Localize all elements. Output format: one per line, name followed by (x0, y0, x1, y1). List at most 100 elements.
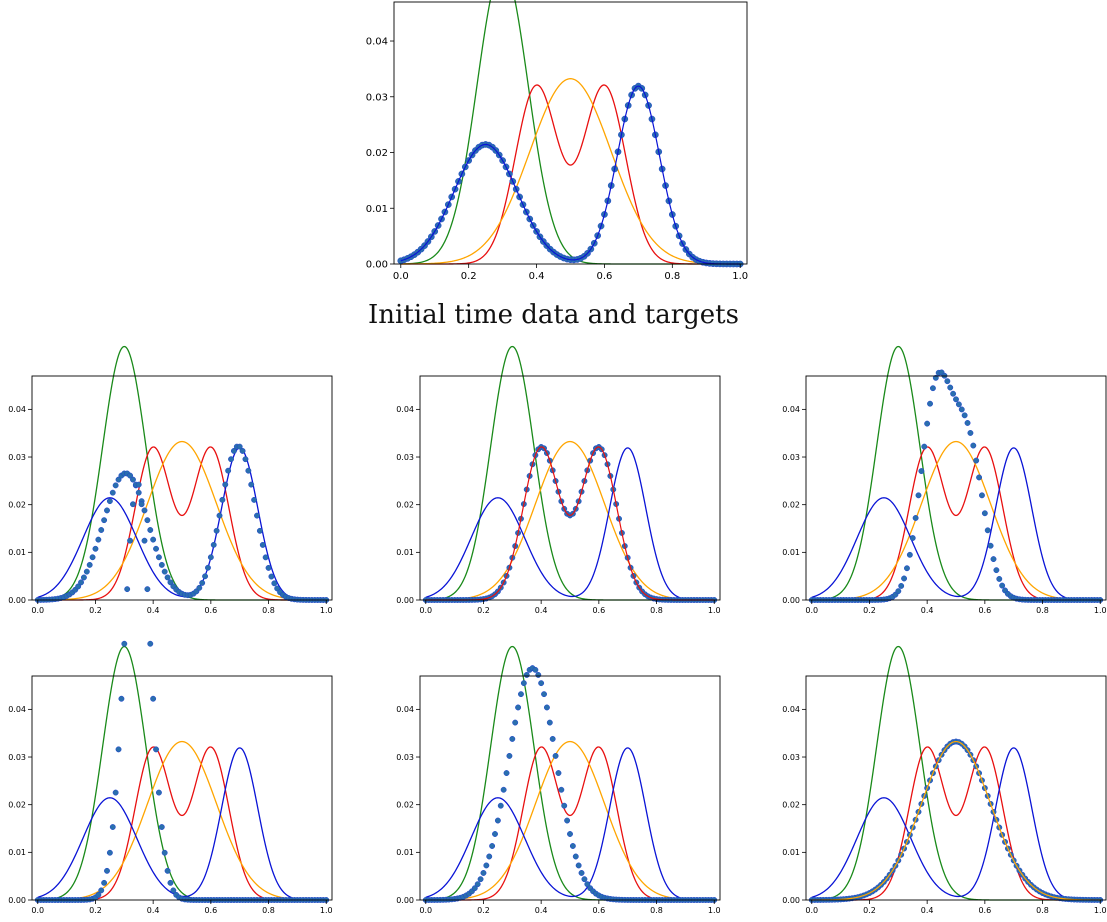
data-point (228, 456, 234, 463)
blue-line (811, 747, 1101, 901)
x-tick-label: 0.6 (978, 906, 991, 915)
data-point (104, 867, 110, 874)
data-point (976, 474, 983, 481)
data-point (979, 492, 985, 499)
x-tick-label: 0.4 (535, 606, 548, 615)
axes-frame (419, 375, 721, 601)
data-point (98, 527, 105, 533)
data-point (222, 481, 229, 488)
data-point (569, 843, 576, 849)
plot-row2-left: 0.0 0.2 0.4 0.6 0.8 1.0 0.00 0.01 0.02 0.03 0.04 (8, 481, 333, 915)
y-tick-label: 0.03 (8, 753, 26, 762)
data-point (483, 862, 490, 869)
data-point (150, 695, 157, 702)
data-point (961, 412, 968, 419)
y-tick-label: 0.01 (396, 848, 414, 857)
x-tick-label: 0.0 (805, 906, 818, 915)
caption: Initial time data and targets (368, 300, 739, 330)
data-point (990, 556, 997, 563)
data-point (509, 735, 516, 742)
x-tick-label: 1.0 (320, 606, 333, 615)
data-point (101, 517, 108, 524)
y-tick-label: 0.00 (8, 596, 26, 605)
data-point (161, 849, 168, 856)
data-point (564, 817, 571, 824)
data-point (144, 517, 151, 524)
blue-overlay-line (400, 85, 741, 265)
y-tick-label: 0.03 (782, 453, 800, 462)
data-point (549, 735, 556, 742)
data-point (970, 442, 977, 449)
y-tick-label: 0.01 (782, 848, 800, 857)
axes-frame (419, 675, 721, 901)
axes-frame (805, 675, 1107, 901)
data-point (497, 802, 504, 809)
data-point (561, 802, 568, 809)
data-point (967, 430, 974, 436)
y-tick-label: 0.03 (366, 92, 388, 103)
data-point (147, 527, 154, 533)
x-tick-label: 0.6 (204, 906, 217, 915)
data-point (515, 704, 522, 711)
x-tick-label: 0.4 (921, 606, 934, 615)
x-tick-label: 0.6 (978, 606, 991, 615)
data-point (106, 849, 113, 856)
data-point (996, 575, 1003, 582)
data-point (112, 789, 119, 796)
plot-row1-left: 0.0 0.2 0.4 0.6 0.8 1.0 0.00 0.01 0.02 0.03 0.04 (8, 345, 333, 615)
data-point (918, 468, 925, 475)
red-line (811, 746, 1101, 901)
y-tick-label: 0.01 (366, 204, 388, 215)
data-point (546, 719, 553, 726)
data-point (251, 496, 258, 503)
y-tick-label: 0.00 (782, 596, 800, 605)
data-point (953, 396, 959, 403)
data-point (947, 384, 954, 391)
y-tick-label: 0.04 (782, 405, 800, 414)
y-tick-label: 0.00 (8, 896, 26, 905)
data-point (523, 671, 530, 678)
y-tick-label: 0.00 (396, 596, 414, 605)
x-tick-label: 0.0 (31, 906, 44, 915)
data-point (83, 568, 90, 575)
data-point (262, 554, 269, 561)
red-line (37, 746, 327, 901)
data-point (78, 579, 84, 586)
y-tick-label: 0.04 (8, 705, 26, 714)
data-point (245, 467, 252, 474)
data-point (538, 680, 545, 687)
y-tick-label: 0.00 (396, 896, 414, 905)
axes-frame (805, 375, 1107, 601)
plot-row2-right: 0.0 0.2 0.4 0.6 0.8 1.0 0.00 0.01 0.02 0.03 0.04 (782, 645, 1107, 915)
data-point (150, 536, 157, 543)
data-point (144, 586, 151, 593)
data-point (205, 564, 211, 571)
data-point (486, 853, 493, 860)
data-point (271, 580, 278, 587)
x-tick-label: 0.8 (1036, 906, 1049, 915)
orange-line (811, 440, 1101, 601)
data-point (202, 573, 209, 580)
data-point (101, 879, 108, 886)
data-point (268, 573, 275, 580)
data-point (500, 786, 507, 793)
y-tick-label: 0.02 (782, 500, 800, 509)
blue-line (37, 747, 327, 901)
data-point (999, 582, 1006, 589)
data-point (964, 420, 971, 426)
y-tick-label: 0.04 (366, 37, 388, 48)
data-point (898, 583, 905, 589)
data-point (115, 746, 122, 753)
orange-overlay-line (811, 740, 1101, 901)
y-tick-label: 0.02 (396, 500, 414, 509)
data-point (927, 400, 933, 407)
data-point (950, 390, 957, 397)
data-point (158, 824, 165, 830)
orange-line (37, 440, 327, 601)
data-point (239, 447, 246, 454)
y-tick-label: 0.01 (782, 548, 800, 557)
axes-frame (393, 1, 748, 265)
plot-row2-middle: 0.0 0.2 0.4 0.6 0.8 1.0 0.00 0.01 0.02 0.03 0.04 (396, 645, 721, 915)
red-line (425, 746, 715, 901)
x-tick-label: 0.8 (1036, 606, 1049, 615)
